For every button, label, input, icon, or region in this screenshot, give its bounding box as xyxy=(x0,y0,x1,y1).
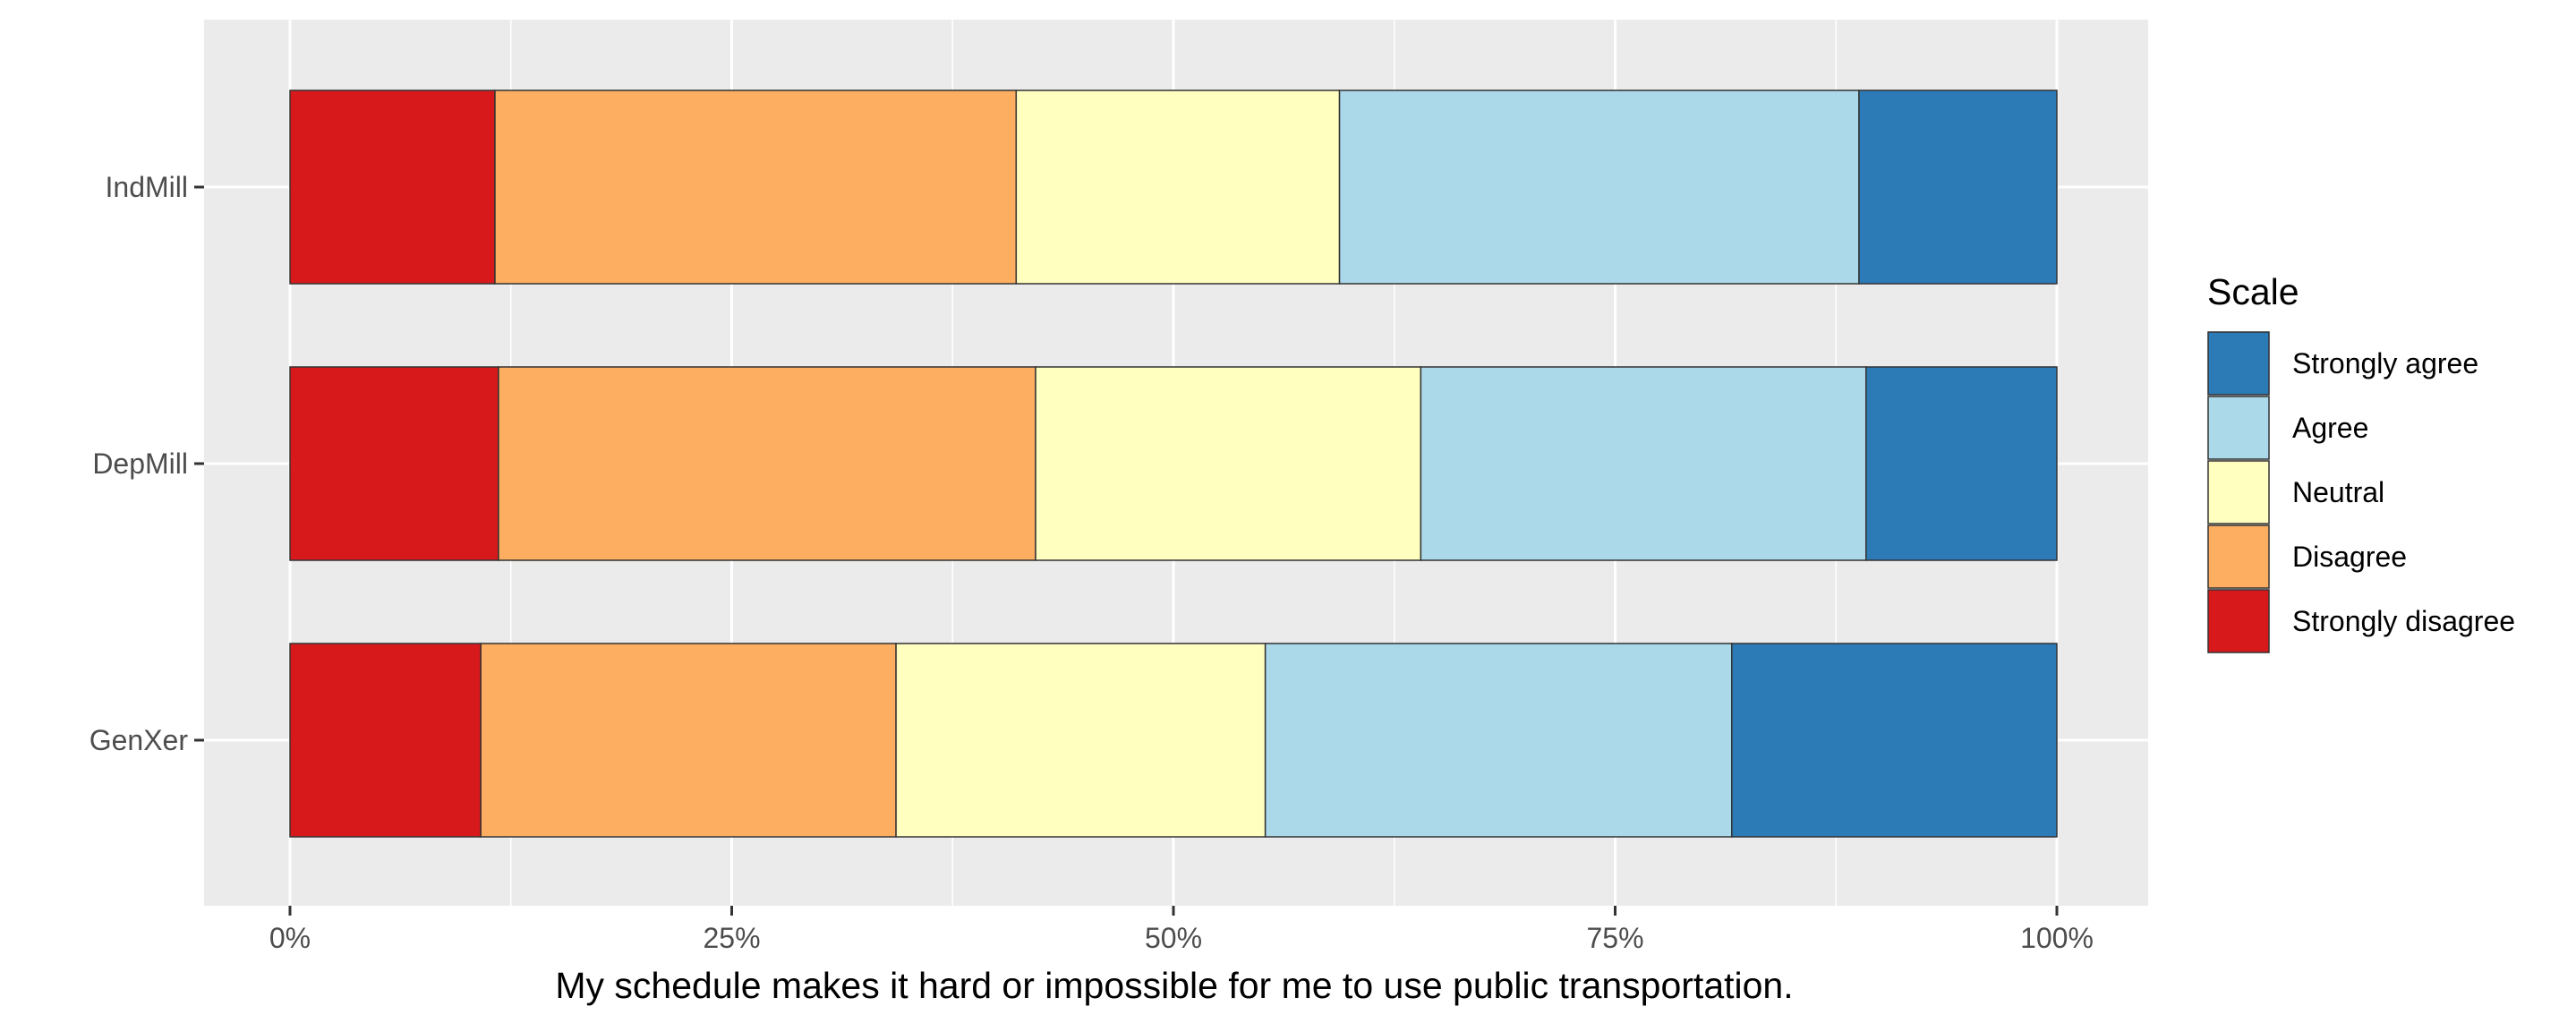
y-tick-label: IndMill xyxy=(106,171,188,203)
legend-label: Neutral xyxy=(2292,476,2384,508)
x-tick-label: 75% xyxy=(1586,922,1643,954)
bar-segment xyxy=(1035,366,1422,561)
legend-label: Disagree xyxy=(2292,541,2407,573)
bar-segment xyxy=(1264,643,1733,838)
legend-title: Scale xyxy=(2207,271,2299,312)
x-tick-label: 25% xyxy=(703,922,760,954)
bar-segment xyxy=(480,643,897,838)
bar-segment xyxy=(1015,90,1341,285)
legend: Scale Strongly agree Agree Neutral Disagree… xyxy=(2207,271,2515,653)
bar-segment xyxy=(1865,366,2058,561)
legend-label: Agree xyxy=(2292,412,2368,444)
bar-segment xyxy=(895,643,1267,838)
bar-segment xyxy=(498,366,1036,561)
legend-label: Strongly agree xyxy=(2292,347,2478,379)
x-axis-title: My schedule makes it hard or impossible … xyxy=(555,965,1793,1006)
bar-segment xyxy=(289,366,499,561)
y-tick-label: GenXer xyxy=(90,724,189,756)
bar-segment xyxy=(1420,366,1867,561)
legend-items: Strongly agree Agree Neutral Disagree Strong… xyxy=(2207,331,2515,653)
bar-segment xyxy=(1731,643,2058,838)
legend-swatch xyxy=(2207,524,2270,589)
bar-segment xyxy=(289,90,496,285)
x-tick-label: 100% xyxy=(2020,922,2094,954)
legend-swatch xyxy=(2207,331,2270,396)
x-tick-label: 50% xyxy=(1145,922,1202,954)
bar-segment xyxy=(289,643,482,838)
x-tick-label: 0% xyxy=(269,922,311,954)
bar-segment xyxy=(1858,90,2058,285)
bar-segment xyxy=(494,90,1018,285)
y-axis: IndMill DepMill GenXer xyxy=(90,171,204,756)
bars xyxy=(289,90,2058,838)
legend-swatch xyxy=(2207,396,2270,460)
y-tick-label: DepMill xyxy=(92,448,188,480)
bar-segment xyxy=(1338,90,1860,285)
legend-swatch xyxy=(2207,460,2270,524)
legend-swatch xyxy=(2207,589,2270,653)
legend-label: Strongly disagree xyxy=(2292,605,2515,637)
x-axis: 0% 25% 50% 75% 100% xyxy=(269,906,2094,954)
